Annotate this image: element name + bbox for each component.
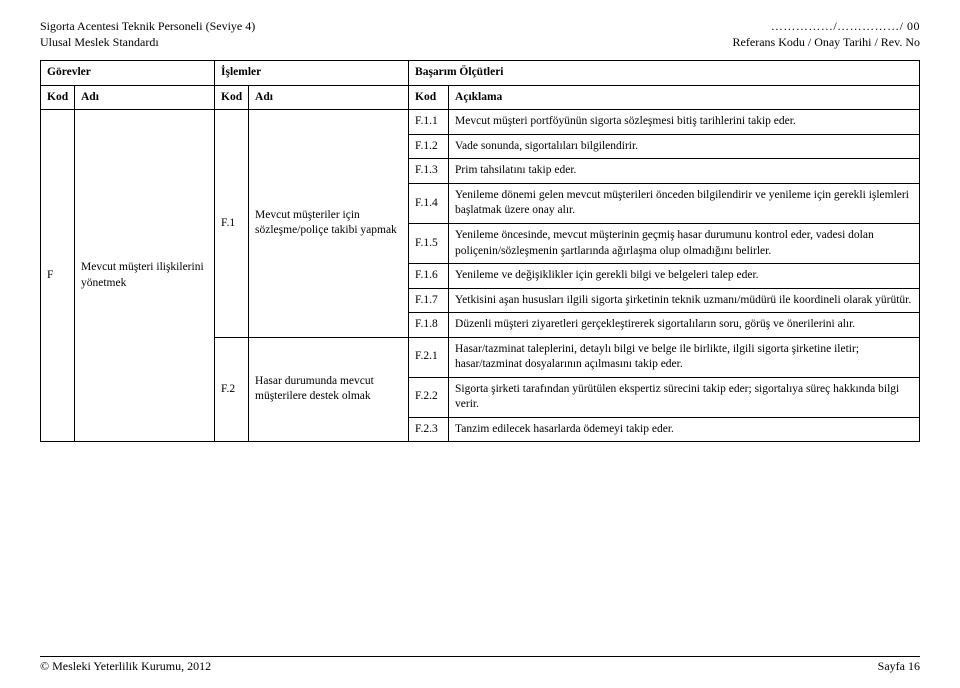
col-kod-3: Kod (409, 85, 449, 110)
footer-page-number: Sayfa 16 (878, 659, 920, 674)
crit-desc: Yetkisini aşan hususları ilgili sigorta … (449, 288, 920, 313)
crit-desc: Hasar/tazminat taleplerini, detaylı bilg… (449, 337, 920, 377)
page-header: Sigorta Acentesi Teknik Personeli (Seviy… (40, 18, 920, 50)
col-gorevler: Görevler (41, 61, 215, 86)
crit-code: F.1.4 (409, 183, 449, 223)
footer-copyright: © Mesleki Yeterlilik Kurumu, 2012 (40, 659, 211, 674)
table-header-row-2: Kod Adı Kod Adı Kod Açıklama (41, 85, 920, 110)
col-adi-2: Adı (249, 85, 409, 110)
ref-code-label: Referans Kodu / Onay Tarihi / Rev. No (733, 34, 920, 50)
col-aciklama: Açıklama (449, 85, 920, 110)
crit-code: F.1.6 (409, 264, 449, 289)
doc-subtitle: Ulusal Meslek Standardı (40, 34, 255, 50)
crit-code: F.1.8 (409, 313, 449, 338)
crit-code: F.1.3 (409, 159, 449, 184)
header-right: ……………/……………/ 00 Referans Kodu / Onay Tar… (733, 18, 920, 50)
col-kod-1: Kod (41, 85, 75, 110)
header-left: Sigorta Acentesi Teknik Personeli (Seviy… (40, 18, 255, 50)
crit-code: F.2.3 (409, 417, 449, 442)
task-code: F (41, 110, 75, 442)
doc-title: Sigorta Acentesi Teknik Personeli (Seviy… (40, 18, 255, 34)
crit-code: F.1.1 (409, 110, 449, 135)
crit-desc: Düzenli müşteri ziyaretleri gerçekleştir… (449, 313, 920, 338)
crit-desc: Prim tahsilatını takip eder. (449, 159, 920, 184)
page-footer: © Mesleki Yeterlilik Kurumu, 2012 Sayfa … (40, 656, 920, 674)
op-code: F.1 (215, 110, 249, 337)
op-name: Mevcut müşteriler için sözleşme/poliçe t… (249, 110, 409, 337)
op-name: Hasar durumunda mevcut müşterilere deste… (249, 337, 409, 442)
crit-desc: Sigorta şirketi tarafından yürütülen eks… (449, 377, 920, 417)
col-adi-1: Adı (75, 85, 215, 110)
crit-code: F.1.7 (409, 288, 449, 313)
crit-desc: Vade sonunda, sigortalıları bilgilendiri… (449, 134, 920, 159)
crit-desc: Yenileme dönemi gelen mevcut müşterileri… (449, 183, 920, 223)
crit-code: F.1.2 (409, 134, 449, 159)
criteria-table: Görevler İşlemler Başarım Ölçütleri Kod … (40, 60, 920, 442)
page: Sigorta Acentesi Teknik Personeli (Seviy… (0, 0, 960, 688)
crit-desc: Mevcut müşteri portföyünün sigorta sözle… (449, 110, 920, 135)
col-kod-2: Kod (215, 85, 249, 110)
col-islemler: İşlemler (215, 61, 409, 86)
crit-desc: Tanzim edilecek hasarlarda ödemeyi takip… (449, 417, 920, 442)
crit-desc: Yenileme ve değişiklikler için gerekli b… (449, 264, 920, 289)
op-code: F.2 (215, 337, 249, 442)
table-row: F Mevcut müşteri ilişkilerini yönetmek F… (41, 110, 920, 135)
crit-code: F.1.5 (409, 223, 449, 263)
task-name: Mevcut müşteri ilişkilerini yönetmek (75, 110, 215, 442)
crit-code: F.2.2 (409, 377, 449, 417)
crit-desc: Yenileme öncesinde, mevcut müşterinin ge… (449, 223, 920, 263)
crit-code: F.2.1 (409, 337, 449, 377)
col-basarim: Başarım Ölçütleri (409, 61, 920, 86)
ref-code-value: ……………/……………/ 00 (733, 18, 920, 34)
table-header-row-1: Görevler İşlemler Başarım Ölçütleri (41, 61, 920, 86)
